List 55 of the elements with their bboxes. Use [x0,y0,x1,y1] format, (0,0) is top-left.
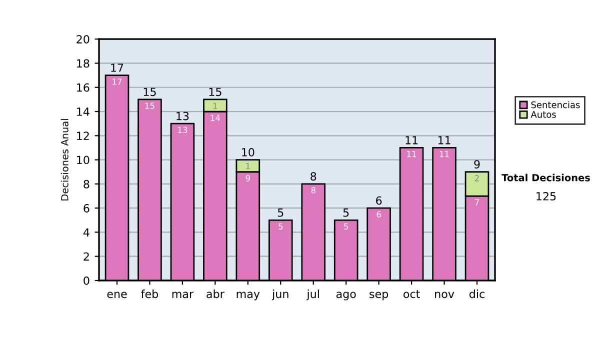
x-tick-label: feb [141,290,158,298]
y-tick-label: 16 [77,83,90,92]
total-label: 17 [111,64,124,72]
data-label: 2 [474,175,479,182]
data-label: 5 [344,223,348,230]
y-tick-label: 12 [77,132,89,140]
legend-label: Sentencias [531,101,580,108]
total-label: 10 [242,148,254,156]
x-tick-label: sep [370,292,388,300]
total-label: 9 [474,160,480,169]
y-tick-label: 18 [77,59,90,68]
text: Total Decisiones [502,174,590,182]
y-tick-label: 2 [84,252,89,261]
x-tick-label: oct [404,290,420,298]
y-tick-label: 14 [77,108,90,116]
x-tick-label: ago [336,292,356,300]
x-tick-label: mar [172,292,194,298]
data-label: 1 [246,163,250,170]
total-label: 6 [376,196,382,205]
x-tick-label: may [236,292,260,300]
y-tick-label: 10 [77,156,90,164]
legend-label: Autos [530,111,556,118]
data-label: 1 [213,102,218,109]
data-label: 11 [440,151,449,158]
data-label: 9 [246,175,250,182]
y-tick-label: 8 [84,180,90,188]
y-tick-label: 4 [83,228,90,236]
total-label: 8 [310,172,316,181]
text: 125 [536,192,556,200]
x-tick-label: nov [435,292,454,298]
y-axis-title: Decisiones Anual [60,119,68,200]
x-tick-label: jul [306,290,319,300]
x-tick-label: ene [107,292,127,298]
x-tick-label: jun [272,290,288,300]
x-tick-label: abr [206,290,224,298]
total-label: 5 [278,208,284,217]
data-label: 8 [311,187,316,194]
data-label: 11 [407,151,416,158]
total-label: 15 [209,88,222,96]
data-label: 15 [145,102,154,109]
data-label: 5 [278,223,283,230]
x-tick-label: dic [469,290,484,298]
total-label: 5 [343,208,349,217]
total-label: 11 [438,136,450,144]
y-tick-label: 20 [76,35,90,44]
data-label: 17 [112,78,122,85]
total-label: 11 [406,136,418,144]
data-label: 7 [475,199,479,206]
data-label: 6 [376,211,381,218]
total-label: 15 [144,88,156,96]
data-label: 13 [178,126,188,134]
total-label: 13 [176,112,189,120]
data-label: 14 [210,114,220,121]
y-tick-label: 6 [84,204,90,212]
y-tick-label: 0 [84,276,90,285]
